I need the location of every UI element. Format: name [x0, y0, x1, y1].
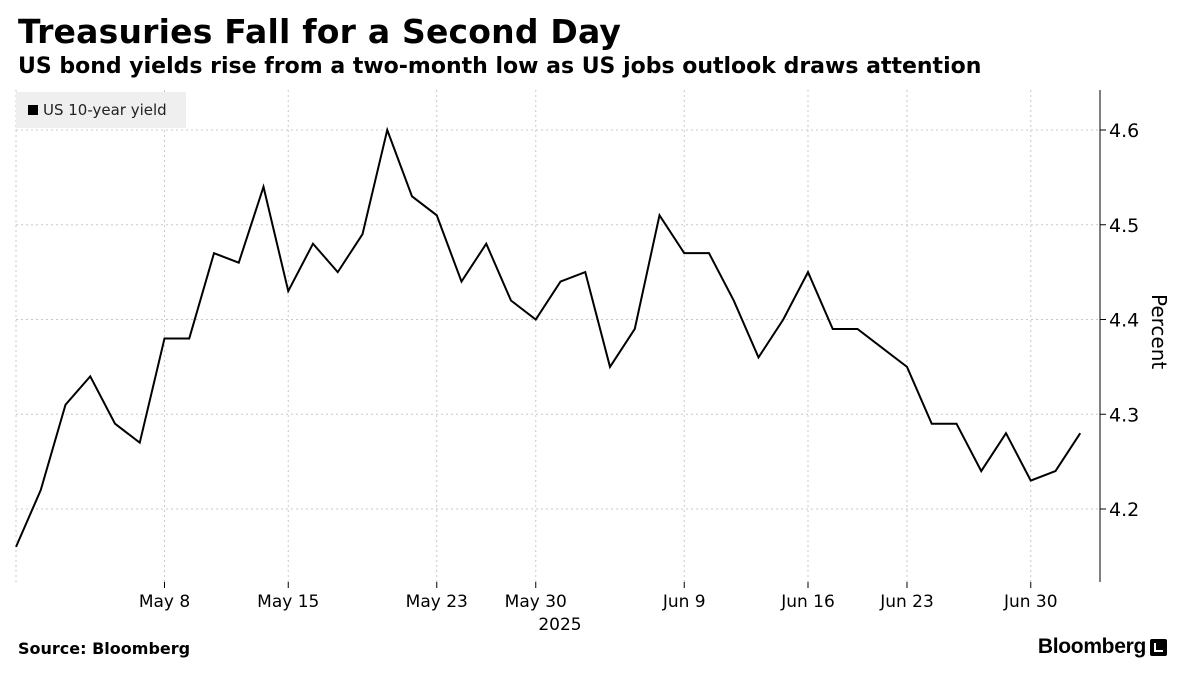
y-tick-label: 4.3 [1109, 404, 1139, 426]
x-tick-label: Jun 16 [780, 592, 835, 612]
brand-name: Bloomberg [1037, 635, 1146, 658]
x-tick-label: Jun 30 [1003, 592, 1058, 612]
legend-swatch [28, 105, 38, 115]
source-note: Source: Bloomberg [18, 639, 191, 658]
y-axis-label: Percent [1147, 294, 1171, 369]
x-axis-year-label: 2025 [538, 615, 581, 635]
chart-title: Treasuries Fall for a Second Day [18, 12, 622, 51]
x-tick-label: May 30 [505, 592, 567, 612]
y-axis: 4.2 4.3 4.4 4.5 4.6 [1099, 90, 1139, 582]
y-tick-label: 4.4 [1109, 310, 1139, 332]
y-tick-label: 4.5 [1109, 215, 1139, 237]
chart-subtitle: US bond yields rise from a two-month low… [18, 54, 982, 79]
gridlines [16, 90, 1100, 582]
bloomberg-logo: Bloomberg [1038, 635, 1167, 659]
bloomberg-terminal-icon [1150, 638, 1167, 656]
x-axis: May 8 May 15 May 23 May 30 Jun 9 Jun 16 Jun 23… [15, 90, 1058, 612]
legend-label: US 10-year yield [43, 101, 167, 119]
series-line-us-10-year-yield [15, 126, 1082, 548]
x-tick-label: May 15 [257, 592, 319, 612]
y-tick-label: 4.6 [1109, 120, 1139, 142]
series-layer [15, 126, 1082, 548]
x-tick-label: Jun 9 [662, 592, 706, 612]
x-tick-label: Jun 23 [879, 592, 934, 612]
x-tick-label: May 8 [139, 592, 190, 612]
legend: US 10-year yield [16, 92, 186, 128]
y-tick-label: 4.2 [1109, 499, 1139, 521]
x-tick-label: May 23 [406, 592, 468, 612]
